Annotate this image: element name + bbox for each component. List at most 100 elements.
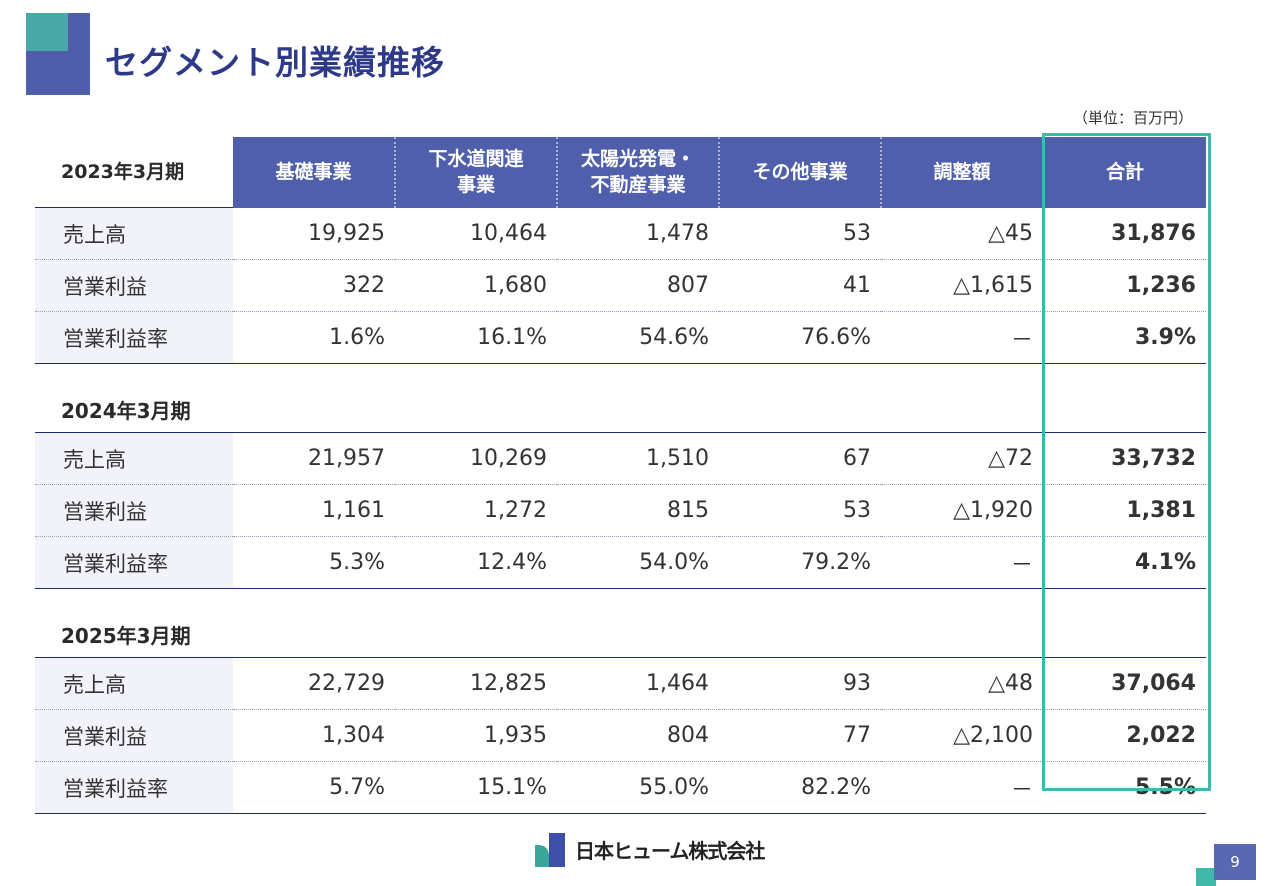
period-row-empty-cell (557, 588, 719, 658)
value-cell: 5.3% (233, 536, 395, 589)
value-cell: 1,304 (233, 709, 395, 762)
table-body: 売上高 19,925 10,464 1,478 53 △45 31,876 営業利益 322 1,… (35, 207, 1206, 814)
period-row-empty-cell (881, 588, 1043, 658)
value-cell: 807 (557, 259, 719, 312)
table-row: 営業利益率 1.6% 16.1% 54.6% 76.6% － 3.9% (35, 311, 1206, 364)
value-cell: 19,925 (233, 207, 395, 260)
value-cell: △45 (881, 207, 1043, 260)
value-cell: 93 (719, 657, 881, 710)
total-cell: 4.1% (1043, 536, 1206, 589)
row-label: 売上高 (35, 207, 233, 260)
col-header-other: その他事業 (718, 137, 881, 208)
segment-table: 2023年3月期 基礎事業 下水道関連 事業 太陽光発電・ 不動産事業 その他事… (35, 137, 1206, 814)
value-cell: 53 (719, 484, 881, 537)
row-label: 営業利益率 (35, 761, 233, 814)
value-cell: 54.0% (557, 536, 719, 589)
col-header-solar-text: 太陽光発電・ 不動産事業 (580, 148, 695, 197)
table-row: 売上高 21,957 10,269 1,510 67 △72 33,732 (35, 432, 1206, 485)
period-row-empty-cell (1043, 588, 1206, 658)
period-row-empty-cell (1043, 363, 1206, 433)
value-cell: 1,272 (395, 484, 557, 537)
value-cell: △2,100 (881, 709, 1043, 762)
row-label: 営業利益 (35, 709, 233, 762)
value-cell: 55.0% (557, 761, 719, 814)
company-name: 日本ヒューム株式会社 (575, 838, 765, 863)
table-row: 営業利益 1,161 1,272 815 53 △1,920 1,381 (35, 484, 1206, 537)
period-label-2023: 2023年3月期 (35, 137, 233, 208)
value-cell: 54.6% (557, 311, 719, 364)
total-cell: 3.9% (1043, 311, 1206, 364)
table-row: 売上高 22,729 12,825 1,464 93 △48 37,064 (35, 657, 1206, 710)
col-header-sewer-text: 下水道関連 事業 (428, 148, 524, 197)
period-row-empty-cell (395, 588, 557, 658)
value-cell: 21,957 (233, 432, 395, 485)
row-label: 営業利益率 (35, 311, 233, 364)
value-cell: 1,935 (395, 709, 557, 762)
value-cell: 77 (719, 709, 881, 762)
value-cell: － (881, 761, 1043, 814)
value-cell: 41 (719, 259, 881, 312)
col-header-basic: 基礎事業 (233, 137, 395, 208)
period-row-empty-cell (881, 363, 1043, 433)
value-cell: 1,464 (557, 657, 719, 710)
table-row: 営業利益 1,304 1,935 804 77 △2,100 2,022 (35, 709, 1206, 762)
value-cell: 815 (557, 484, 719, 537)
col-header-total: 合計 (1042, 137, 1206, 208)
total-cell: 1,236 (1043, 259, 1206, 312)
value-cell: △1,920 (881, 484, 1043, 537)
value-cell: 1,478 (557, 207, 719, 260)
period-row: 2025年3月期 (35, 588, 1206, 658)
value-cell: 1,161 (233, 484, 395, 537)
value-cell: 82.2% (719, 761, 881, 814)
period-row-empty-cell (719, 363, 881, 433)
value-cell: 1,510 (557, 432, 719, 485)
total-cell: 5.5% (1043, 761, 1206, 814)
period-row-empty-cell (395, 363, 557, 433)
row-label: 営業利益 (35, 484, 233, 537)
page-number-badge: 9 (1196, 844, 1256, 886)
table-row: 営業利益率 5.7% 15.1% 55.0% 82.2% － 5.5% (35, 761, 1206, 814)
value-cell: 22,729 (233, 657, 395, 710)
value-cell: 53 (719, 207, 881, 260)
col-header-sewer: 下水道関連 事業 (394, 137, 557, 208)
value-cell: 79.2% (719, 536, 881, 589)
col-header-solar: 太陽光発電・ 不動産事業 (556, 137, 719, 208)
value-cell: 5.7% (233, 761, 395, 814)
value-cell: 10,464 (395, 207, 557, 260)
row-label: 売上高 (35, 432, 233, 485)
total-cell: 1,381 (1043, 484, 1206, 537)
total-cell: 37,064 (1043, 657, 1206, 710)
value-cell: △1,615 (881, 259, 1043, 312)
total-cell: 2,022 (1043, 709, 1206, 762)
value-cell: 12.4% (395, 536, 557, 589)
period-row-empty-cell (557, 363, 719, 433)
table-header-row: 2023年3月期 基礎事業 下水道関連 事業 太陽光発電・ 不動産事業 その他事… (35, 137, 1206, 208)
value-cell: △72 (881, 432, 1043, 485)
company-logo-icon (535, 831, 567, 867)
period-row-empty-cell (233, 363, 395, 433)
value-cell: － (881, 311, 1043, 364)
value-cell: － (881, 536, 1043, 589)
value-cell: 804 (557, 709, 719, 762)
unit-note: （単位：百万円） (1073, 109, 1194, 127)
row-label: 売上高 (35, 657, 233, 710)
value-cell: △48 (881, 657, 1043, 710)
value-cell: 16.1% (395, 311, 557, 364)
value-cell: 67 (719, 432, 881, 485)
period-label: 2025年3月期 (35, 588, 233, 658)
logo-square-teal (26, 13, 68, 51)
row-label: 営業利益 (35, 259, 233, 312)
period-label: 2024年3月期 (35, 363, 233, 433)
table-row: 売上高 19,925 10,464 1,478 53 △45 31,876 (35, 207, 1206, 260)
page-badge-accent (1196, 868, 1216, 886)
table-row: 営業利益率 5.3% 12.4% 54.0% 79.2% － 4.1% (35, 536, 1206, 589)
page-title: セグメント別業績推移 (105, 43, 445, 82)
period-row-empty-cell (233, 588, 395, 658)
value-cell: 1,680 (395, 259, 557, 312)
value-cell: 1.6% (233, 311, 395, 364)
table-row: 営業利益 322 1,680 807 41 △1,615 1,236 (35, 259, 1206, 312)
value-cell: 76.6% (719, 311, 881, 364)
title-logo-mark (26, 13, 90, 95)
value-cell: 15.1% (395, 761, 557, 814)
page-number: 9 (1214, 844, 1256, 880)
